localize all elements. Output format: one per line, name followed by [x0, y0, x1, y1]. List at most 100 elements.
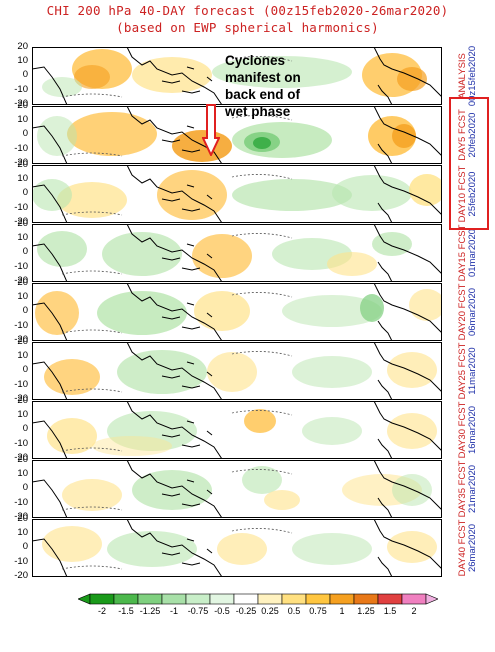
panel-label: DAY35 FCST 21mar2020 [444, 460, 492, 518]
y-tick-label: 0 [22, 128, 28, 140]
contour-line [61, 56, 293, 98]
y-tick-label: 0 [22, 541, 28, 553]
anomaly-blob [92, 436, 172, 456]
anomaly-blob [102, 232, 182, 276]
colorbar-swatch [401, 593, 427, 605]
y-tick-label: 20 [17, 395, 28, 406]
colorbar-swatch [161, 593, 187, 605]
y-tick-label: 10 [17, 291, 28, 303]
coastline [377, 84, 393, 105]
coastline [373, 224, 442, 275]
anomaly-blob [35, 291, 79, 335]
coastline [32, 538, 68, 577]
panel-label-date: 21mar2020 [467, 464, 478, 514]
panel-map [32, 106, 442, 164]
contour-line [61, 174, 293, 216]
coastline [32, 420, 68, 459]
anomaly-blob [372, 232, 412, 256]
annotation-line: manifest on [225, 70, 301, 85]
y-tick-label: -20 [14, 451, 28, 463]
anomaly-blob [392, 474, 432, 506]
colorbar-label: 2 [411, 606, 417, 616]
coastline [32, 361, 68, 400]
forecast-panel [32, 401, 442, 459]
coastline [377, 497, 393, 518]
forecast-panel [32, 460, 442, 518]
y-tick-label: -10 [14, 378, 28, 390]
y-tick-label: 10 [17, 232, 28, 244]
colorbar-swatch [353, 593, 379, 605]
panel-map [32, 283, 442, 341]
coastline [161, 361, 213, 389]
colorbar-label: 0.5 [287, 606, 301, 616]
coastline [377, 143, 393, 164]
coastline [126, 283, 223, 341]
anomaly-blob [360, 294, 384, 322]
y-tick-label: -10 [14, 201, 28, 213]
panel-map [32, 47, 442, 105]
y-tick-label: 20 [17, 41, 28, 52]
y-tick-label: 0 [22, 69, 28, 81]
anomaly-blob [107, 411, 197, 451]
y-tick-label: 20 [17, 277, 28, 288]
y-tick-label: -20 [14, 215, 28, 227]
coastline [161, 184, 213, 212]
forecast-panel [32, 519, 442, 577]
coastline [126, 47, 223, 105]
coastline [373, 460, 442, 511]
colorbar-min-arrow [78, 593, 91, 605]
y-tick-label: 0 [22, 423, 28, 435]
annotation-line: wet phase [225, 104, 291, 119]
forecast-panel [32, 165, 442, 223]
contour-line [61, 351, 293, 393]
y-tick-label: 20 [17, 336, 28, 347]
contour-line [61, 115, 293, 157]
colorbar-label: 1 [339, 606, 345, 616]
anomaly-blob [253, 137, 271, 149]
y-tick-label: -10 [14, 83, 28, 95]
coastline [161, 125, 213, 153]
y-tick-label: 10 [17, 527, 28, 539]
y-tick-label: 0 [22, 364, 28, 376]
anomaly-blob [387, 531, 437, 563]
coastline [373, 106, 442, 157]
panel-label: DAY30 FCST 16mar2020 [444, 401, 492, 459]
coastline [126, 224, 223, 282]
contour-line [61, 528, 293, 570]
colorbar-swatch [305, 593, 331, 605]
contour-line [61, 233, 293, 275]
panel-label: DAY40 FCST 26mar2020 [444, 519, 492, 577]
coastline [161, 302, 213, 330]
coastline [373, 165, 442, 216]
anomaly-blob [62, 479, 122, 511]
colorbar-swatch [137, 593, 163, 605]
y-tick-label: 0 [22, 187, 28, 199]
anomaly-blob [192, 234, 252, 278]
colorbar-swatch [209, 593, 235, 605]
coastline [373, 342, 442, 393]
coastline [377, 379, 393, 400]
colorbar-swatch [113, 593, 139, 605]
anomaly-blob [47, 418, 97, 454]
y-tick-label: -10 [14, 319, 28, 331]
down-arrow-icon [202, 104, 220, 156]
anomaly-blob [232, 179, 352, 211]
colorbar-label: -1 [169, 606, 179, 616]
coastline [126, 401, 223, 459]
anomaly-blob [409, 174, 442, 206]
y-tick-label: 10 [17, 409, 28, 421]
colorbar-label: 0.25 [261, 606, 279, 616]
map-subtitle: (based on EWP spherical harmonics) [116, 20, 379, 35]
y-tick-label: -20 [14, 274, 28, 286]
coastline [32, 302, 68, 341]
coastline [377, 556, 393, 577]
y-tick-label: -20 [14, 156, 28, 168]
panel-map [32, 519, 442, 577]
coastline [32, 243, 68, 282]
coastline [377, 202, 393, 223]
anomaly-blob [42, 526, 102, 562]
panel-map [32, 224, 442, 282]
anomaly-blob [327, 252, 377, 276]
anomaly-blob [387, 413, 437, 449]
y-tick-label: 20 [17, 159, 28, 170]
